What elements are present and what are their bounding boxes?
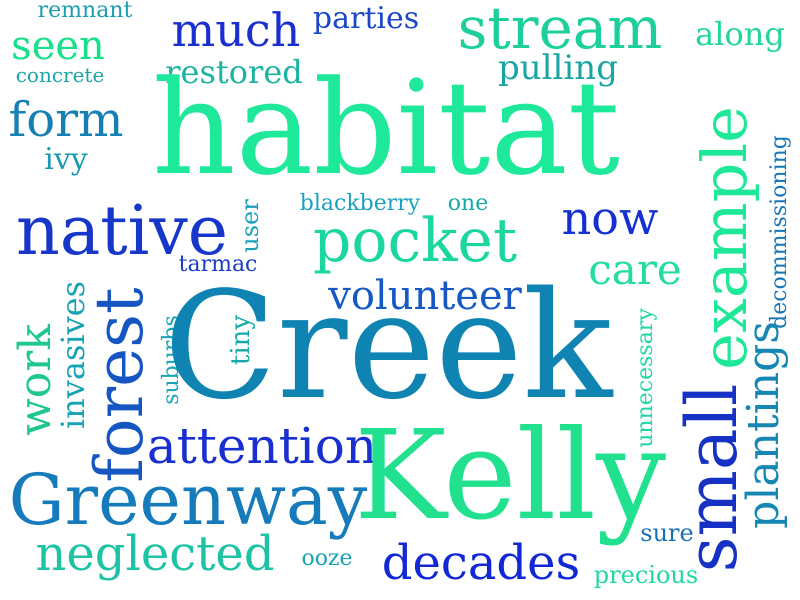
word-remnant: remnant <box>37 0 133 23</box>
word-decades: decades <box>381 535 581 591</box>
word-care: care <box>588 245 682 294</box>
word-along: along <box>695 15 785 53</box>
word-one: one <box>447 191 489 216</box>
word-ivy: ivy <box>44 142 88 177</box>
word-pulling: pulling <box>498 48 618 88</box>
word-user: user <box>236 199 264 253</box>
word-ooze: ooze <box>301 546 353 571</box>
word-volunteer: volunteer <box>328 273 522 319</box>
word-much: much <box>171 3 301 57</box>
word-now: now <box>561 191 659 245</box>
word-tarmac: tarmac <box>178 252 258 277</box>
word-restored: restored <box>165 53 303 91</box>
word-habitat: habitat <box>151 52 621 204</box>
word-Kelly: Kelly <box>353 404 667 548</box>
word-attention: attention <box>146 417 378 475</box>
word-form: form <box>8 92 124 148</box>
word-precious: precious <box>593 561 699 589</box>
word-blackberry: blackberry <box>299 191 421 216</box>
word-Greenway: Greenway <box>8 459 368 541</box>
word-forest: forest <box>81 287 158 483</box>
word-parties: parties <box>312 1 420 36</box>
word-sure: sure <box>640 519 694 547</box>
word-native: native <box>15 192 229 271</box>
word-work: work <box>10 324 61 436</box>
word-Creek: Creek <box>163 260 613 432</box>
word-decommissioning: decommissioning <box>767 135 792 329</box>
word-pocket: pocket <box>312 206 518 276</box>
word-stream: stream <box>457 0 663 62</box>
word-concrete: concrete <box>15 63 105 87</box>
word-invasives: invasives <box>54 280 92 430</box>
word-neglected: neglected <box>35 526 275 582</box>
word-seen: seen <box>11 23 105 69</box>
